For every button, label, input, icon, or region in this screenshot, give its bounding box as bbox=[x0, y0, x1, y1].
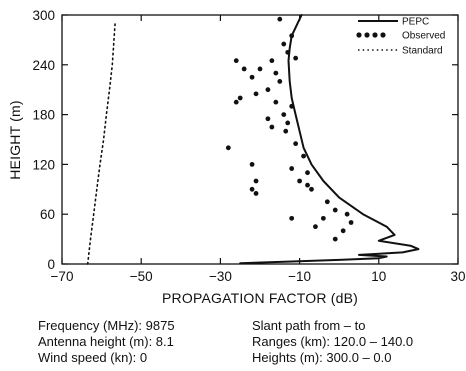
legend-label-observed: Observed bbox=[402, 31, 445, 42]
legend: PEPC Observed Standard bbox=[356, 17, 445, 57]
observed-point-40 bbox=[313, 224, 318, 230]
ticks-layer bbox=[61, 14, 459, 265]
y-tick-labels: 0 60 120 180 240 300 bbox=[32, 8, 55, 272]
observed-point-39 bbox=[348, 220, 354, 225]
observed-point-20 bbox=[283, 128, 289, 134]
observed-point-1 bbox=[289, 33, 295, 39]
plot-frame bbox=[61, 14, 459, 265]
y-tick-label-1: 60 bbox=[40, 207, 55, 222]
observed-point-27 bbox=[253, 178, 259, 184]
observed-point-18 bbox=[281, 112, 287, 117]
y-tick-label-3: 180 bbox=[32, 108, 55, 123]
ranges-label: Ranges (km): 120.0 – 140.0 bbox=[252, 334, 414, 349]
x-tick-label-5: 30 bbox=[450, 269, 465, 284]
observed-point-8 bbox=[277, 79, 283, 84]
observed-point-37 bbox=[320, 215, 326, 221]
observed-point-25 bbox=[301, 153, 306, 159]
observed-point-23 bbox=[225, 145, 231, 151]
observed-point-24 bbox=[293, 141, 299, 147]
observed-point-16 bbox=[289, 103, 295, 109]
observed-point-31 bbox=[305, 170, 310, 176]
pepc-line bbox=[239, 14, 420, 265]
observed-point-30 bbox=[289, 166, 295, 171]
heights-label: Heights (m): 300.0 – 0.0 bbox=[252, 350, 392, 365]
y-axis-title: HEIGHT (m) bbox=[7, 100, 23, 180]
observed-point-0 bbox=[277, 16, 283, 22]
observed-point-29 bbox=[253, 191, 259, 196]
observed-point-11 bbox=[249, 74, 255, 80]
observed-point-13 bbox=[237, 95, 243, 101]
observed-point-41 bbox=[340, 228, 346, 234]
antenna-height-label: Antenna height (m): 8.1 bbox=[38, 334, 174, 349]
observed-point-4 bbox=[281, 41, 287, 47]
x-tick-label-3: −10 bbox=[288, 269, 311, 284]
wind-speed-label: Wind speed (kn): 0 bbox=[38, 350, 148, 365]
observed-point-17 bbox=[265, 116, 271, 122]
observed-point-38 bbox=[332, 207, 338, 213]
observed-point-15 bbox=[273, 99, 279, 105]
observed-point-19 bbox=[285, 120, 291, 126]
observed-point-6 bbox=[257, 66, 263, 72]
y-tick-label-0: 0 bbox=[47, 257, 55, 272]
observed-point-22 bbox=[233, 99, 239, 105]
observed-point-26 bbox=[249, 162, 255, 167]
observed-point-2 bbox=[285, 49, 291, 55]
series-layer bbox=[86, 14, 420, 265]
legend-label-standard: Standard bbox=[402, 46, 443, 57]
x-tick-label-1: −50 bbox=[130, 269, 153, 284]
y-tick-label-5: 300 bbox=[32, 8, 55, 23]
observed-point-5 bbox=[269, 58, 275, 64]
observed-point-21 bbox=[269, 124, 275, 130]
observed-point-35 bbox=[324, 199, 330, 205]
observed-point-43 bbox=[289, 215, 295, 221]
run-parameters-left: Frequency (MHz): 9875 Antenna height (m)… bbox=[38, 318, 175, 366]
legend-swatch-observed bbox=[356, 32, 386, 38]
y-tick-label-2: 120 bbox=[32, 157, 55, 172]
plot-area bbox=[61, 14, 459, 265]
observed-point-36 bbox=[344, 211, 350, 217]
observed-point-14 bbox=[253, 91, 259, 97]
observed-point-10 bbox=[241, 66, 247, 72]
x-tick-label-0: −70 bbox=[51, 269, 74, 284]
frequency-label: Frequency (MHz): 9875 bbox=[38, 318, 175, 333]
observed-point-28 bbox=[249, 186, 255, 192]
standard-line bbox=[86, 22, 116, 265]
observed-point-7 bbox=[273, 70, 279, 76]
x-tick-label-2: −30 bbox=[209, 269, 232, 284]
observed-point-33 bbox=[305, 182, 310, 188]
run-parameters-right: Slant path from – to Ranges (km): 120.0 … bbox=[252, 318, 413, 366]
observed-point-3 bbox=[293, 55, 299, 61]
y-tick-label-4: 240 bbox=[32, 58, 55, 73]
observed-point-42 bbox=[332, 236, 338, 242]
x-tick-labels: −70 −50 −30 −10 10 30 bbox=[51, 269, 466, 284]
slant-path-label: Slant path from – to bbox=[252, 318, 366, 333]
legend-label-pepc: PEPC bbox=[402, 17, 429, 28]
observed-point-12 bbox=[265, 87, 271, 93]
x-axis-title: PROPAGATION FACTOR (dB) bbox=[162, 290, 358, 306]
observed-point-9 bbox=[233, 58, 239, 64]
x-tick-label-4: 10 bbox=[371, 269, 386, 284]
observed-point-32 bbox=[297, 178, 302, 184]
observed-point-34 bbox=[309, 186, 314, 192]
